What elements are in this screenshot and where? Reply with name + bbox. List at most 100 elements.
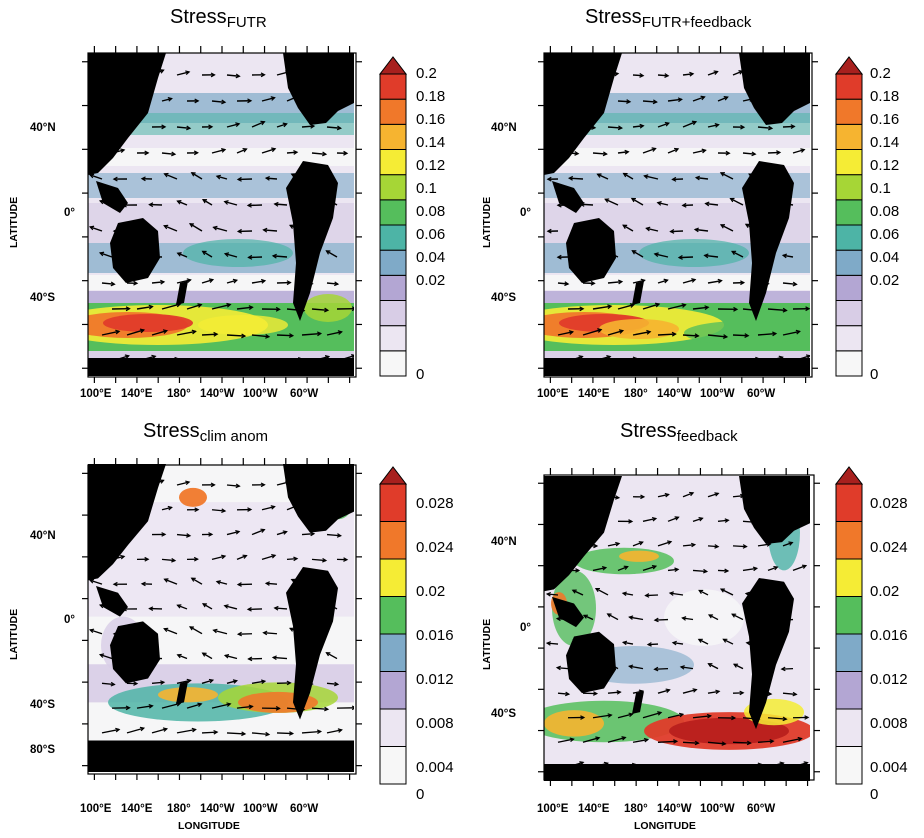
wind-stress-vector: [657, 74, 669, 77]
vector-arrowhead: [723, 95, 729, 101]
wind-stress-vector: [226, 484, 240, 487]
vector-arrowhead: [790, 124, 796, 130]
vector-arrowhead: [569, 737, 575, 743]
vector-arrowhead: [137, 631, 143, 636]
wind-stress-vector: [211, 100, 226, 104]
colorbar-swatch: [379, 73, 407, 100]
wind-stress-vector: [326, 331, 342, 336]
vector-arrowhead: [161, 532, 167, 537]
vector-arrowhead: [163, 172, 169, 178]
vector-arrowhead: [297, 356, 304, 362]
wind-stress-vector: [224, 654, 238, 660]
wind-stress-vector: [642, 565, 657, 572]
wind-stress-vector: [707, 334, 727, 338]
wind-stress-vector: [757, 666, 769, 670]
vector-arrowhead: [601, 566, 608, 571]
vector-arrowhead: [151, 354, 157, 360]
wind-stress-vector: [111, 555, 125, 561]
wind-stress-vector: [707, 690, 720, 694]
wind-stress-vector: [224, 200, 238, 206]
wind-stress-vector: [573, 639, 584, 645]
vector-arrowhead: [638, 541, 644, 546]
wind-stress-vector: [642, 303, 660, 310]
wind-stress-vector: [301, 682, 313, 685]
vector-arrowhead: [700, 95, 706, 101]
vector-arrowhead: [242, 554, 248, 559]
vector-arrowhead: [614, 495, 621, 500]
vector-arrowhead: [115, 727, 121, 733]
vector-arrowhead: [545, 591, 552, 597]
vector-arrowhead: [581, 254, 587, 260]
title-main: Stress: [170, 6, 227, 28]
vector-arrowhead: [186, 278, 192, 283]
wind-stress-vector: [101, 728, 120, 734]
wind-stress-vector: [792, 148, 805, 154]
wind-stress-vector: [136, 305, 153, 310]
wind-stress-vector: [567, 355, 583, 362]
vector-arrowhead: [714, 122, 720, 128]
vector-arrowhead: [282, 122, 288, 128]
wind-stress-vector: [311, 97, 322, 102]
vector-arrowhead: [162, 329, 169, 334]
vector-arrowhead: [598, 638, 604, 643]
wind-stress-vector: [742, 308, 759, 312]
vector-arrowhead: [186, 533, 192, 538]
wind-stress-vector: [742, 98, 754, 102]
wind-stress-vector: [201, 333, 218, 336]
vector-arrowhead: [213, 729, 219, 735]
wind-stress-vector: [176, 126, 191, 129]
land-mass: [88, 740, 354, 772]
vector-arrowhead: [802, 517, 808, 523]
wind-stress-vector: [757, 496, 769, 499]
vector-arrowhead: [706, 359, 712, 365]
vector-arrowhead: [757, 762, 763, 768]
vector-arrowhead: [88, 579, 95, 584]
wind-stress-vector: [201, 279, 214, 284]
wind-stress-vector: [202, 250, 213, 258]
vector-arrowhead: [137, 228, 143, 234]
wind-stress-vector: [326, 652, 338, 660]
wind-stress-vector: [582, 70, 593, 76]
vector-arrowhead: [110, 681, 116, 687]
wind-stress-vector: [326, 126, 341, 129]
wind-stress-vector: [177, 200, 188, 206]
vector-arrowhead: [271, 147, 277, 153]
wind-stress-vector: [236, 148, 247, 154]
vector-arrowhead: [309, 69, 315, 74]
vector-arrowhead: [236, 228, 243, 234]
wind-stress-vector: [261, 505, 275, 511]
wind-stress-vector: [99, 252, 113, 258]
vector-arrowhead: [665, 688, 671, 693]
vector-arrowhead: [121, 606, 127, 612]
vector-arrowhead: [159, 479, 165, 484]
land-mass: [286, 161, 338, 321]
stress-blob: [103, 314, 193, 332]
vector-arrowhead: [632, 356, 638, 362]
colorbar-label: 0.04: [870, 249, 900, 266]
wind-stress-vector: [101, 121, 114, 128]
colorbar-swatch: [835, 224, 863, 251]
y-axis-label: LATITUDE: [481, 618, 493, 670]
vector-arrowhead: [805, 354, 810, 360]
colorbar-label: 0.08: [416, 203, 446, 220]
vector-arrowhead: [325, 250, 331, 255]
map-frame: [82, 458, 362, 780]
wind-stress-vector: [326, 480, 340, 486]
wind-stress-vector: [682, 688, 697, 694]
vector-arrowhead: [139, 726, 146, 732]
vector-arrowhead: [125, 705, 131, 711]
wind-stress-vector: [607, 736, 626, 743]
wind-stress-vector: [595, 587, 609, 596]
wind-stress-vector: [720, 588, 734, 596]
wind-stress-vector: [557, 667, 569, 670]
wind-stress-vector: [631, 197, 644, 206]
vector-arrowhead: [313, 576, 320, 582]
wind-stress-vector: [226, 123, 240, 128]
wind-stress-vector: [211, 303, 231, 310]
wind-stress-vector: [757, 72, 769, 76]
wind-stress-vector: [189, 223, 203, 232]
vector-arrowhead: [124, 254, 130, 260]
wind-stress-vector: [731, 613, 744, 621]
vector-arrowhead: [210, 482, 216, 488]
colorbar-label: 0.028: [416, 495, 454, 512]
